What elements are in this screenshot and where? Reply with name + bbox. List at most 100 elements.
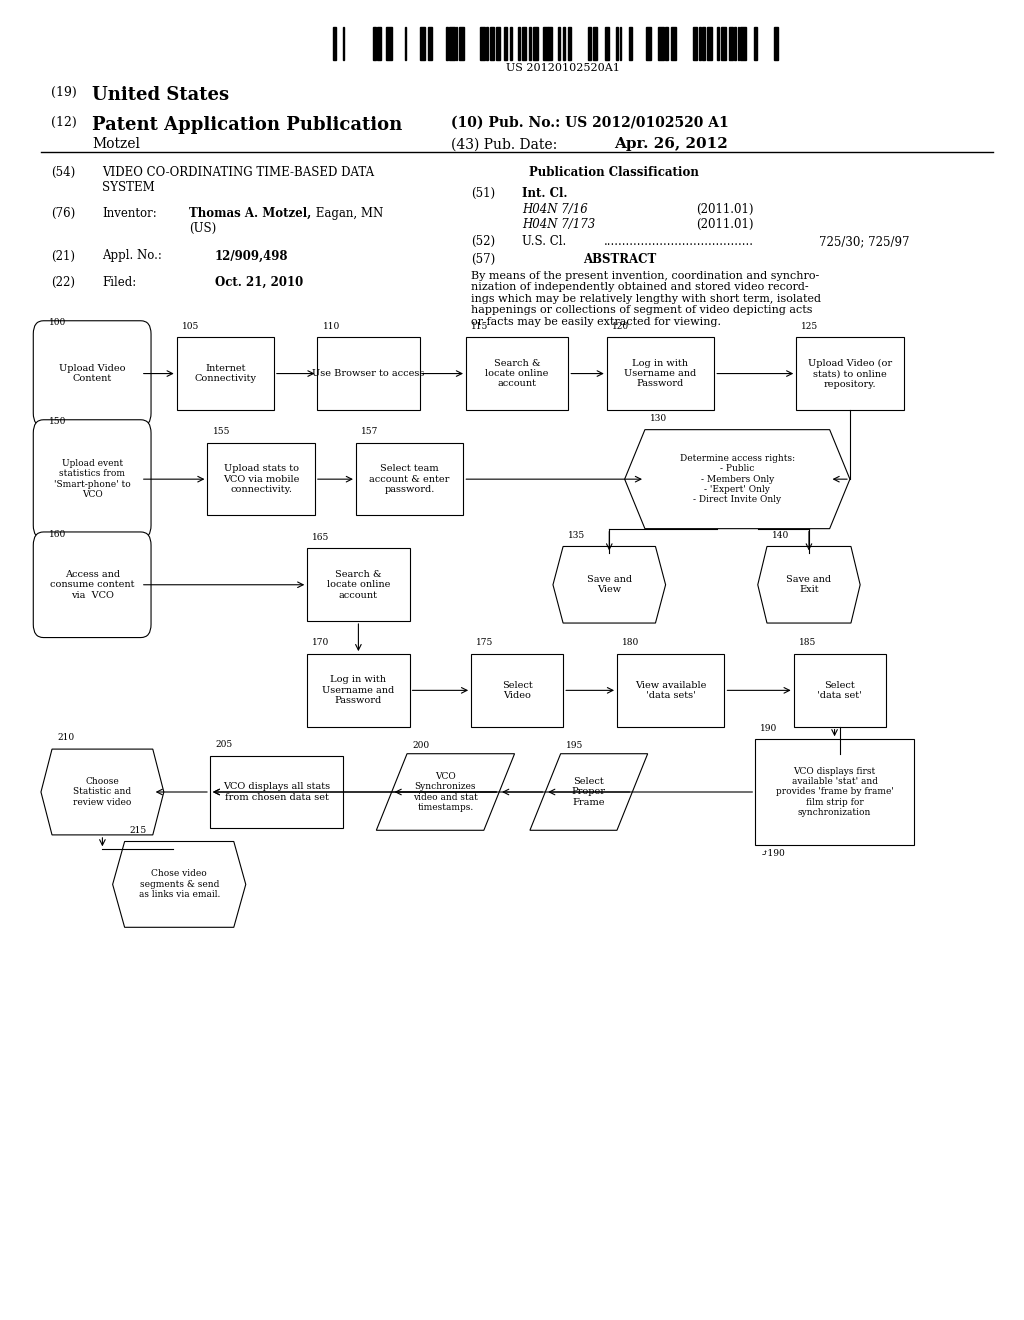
Text: Select
'data set': Select 'data set' <box>817 681 862 700</box>
Bar <box>721 26 726 59</box>
Bar <box>449 26 455 59</box>
Text: 12/909,498: 12/909,498 <box>215 249 289 263</box>
Text: (21): (21) <box>51 249 75 263</box>
Text: 210: 210 <box>57 734 75 742</box>
Text: 100: 100 <box>48 318 66 327</box>
Text: US 20120102520A1: US 20120102520A1 <box>506 63 621 74</box>
Bar <box>522 26 526 59</box>
Bar <box>755 26 758 59</box>
Text: H04N 7/173: H04N 7/173 <box>522 218 596 231</box>
Text: 215: 215 <box>130 826 147 834</box>
Text: SYSTEM: SYSTEM <box>102 181 156 194</box>
Bar <box>456 26 457 59</box>
Bar <box>562 26 565 59</box>
FancyBboxPatch shape <box>317 337 420 409</box>
Text: Patent Application Publication: Patent Application Publication <box>92 116 402 135</box>
Text: Motzel: Motzel <box>92 137 140 152</box>
Bar <box>496 26 500 59</box>
Text: Save and
Exit: Save and Exit <box>786 576 831 594</box>
Text: (57): (57) <box>471 253 496 267</box>
Bar <box>532 26 538 59</box>
Text: 175: 175 <box>476 639 494 648</box>
Bar <box>665 26 668 59</box>
Text: U.S. Cl.: U.S. Cl. <box>522 235 566 248</box>
Text: (2011.01): (2011.01) <box>696 203 754 216</box>
Text: Select
Proper
Frame: Select Proper Frame <box>571 777 606 807</box>
Bar <box>404 26 406 59</box>
Text: Select team
account & enter
password.: Select team account & enter password. <box>370 465 450 494</box>
Bar <box>343 26 344 59</box>
Bar <box>734 26 736 59</box>
Text: Publication Classification: Publication Classification <box>529 166 699 180</box>
Text: Select
Video: Select Video <box>502 681 532 700</box>
Text: (54): (54) <box>51 166 76 180</box>
Bar <box>510 26 512 59</box>
Text: 105: 105 <box>182 322 199 331</box>
FancyBboxPatch shape <box>33 420 152 539</box>
Bar <box>629 26 632 59</box>
Text: (51): (51) <box>471 187 496 201</box>
Text: ⤴190: ⤴190 <box>760 849 785 858</box>
Text: 125: 125 <box>801 322 818 331</box>
Bar <box>699 26 701 59</box>
Text: 115: 115 <box>471 322 488 331</box>
Text: 165: 165 <box>312 533 330 541</box>
Bar <box>620 26 621 59</box>
FancyBboxPatch shape <box>606 337 715 409</box>
Text: VCO displays all stats
from chosen data set: VCO displays all stats from chosen data … <box>223 783 330 801</box>
Bar <box>490 26 495 59</box>
Text: ........................................: ........................................ <box>604 235 754 248</box>
Text: 185: 185 <box>799 639 816 648</box>
Text: (12): (12) <box>51 116 77 129</box>
Bar <box>739 26 745 59</box>
Text: Access and
consume content
via  VCO: Access and consume content via VCO <box>50 570 134 599</box>
Text: 190: 190 <box>760 723 777 733</box>
Text: By means of the present invention, coordination and synchro-
nization of indepen: By means of the present invention, coord… <box>471 271 821 327</box>
Text: Int. Cl.: Int. Cl. <box>522 187 567 201</box>
Polygon shape <box>377 754 514 830</box>
Bar <box>386 26 392 59</box>
Text: (US): (US) <box>189 222 217 235</box>
Text: (19): (19) <box>51 86 77 99</box>
Text: Log in with
Username and
Password: Log in with Username and Password <box>323 676 394 705</box>
Bar <box>588 26 592 59</box>
Text: (2011.01): (2011.01) <box>696 218 754 231</box>
Text: VIDEO CO-ORDINATING TIME-BASED DATA: VIDEO CO-ORDINATING TIME-BASED DATA <box>102 166 375 180</box>
Text: Inventor:: Inventor: <box>102 207 157 220</box>
Bar <box>605 26 609 59</box>
Text: (22): (22) <box>51 276 75 289</box>
Bar <box>480 26 484 59</box>
Text: Apr. 26, 2012: Apr. 26, 2012 <box>614 137 728 152</box>
Text: Determine access rights:
- Public
- Members Only
- 'Expert' Only
- Direct Invite: Determine access rights: - Public - Memb… <box>680 454 795 504</box>
Bar <box>373 26 376 59</box>
Text: Upload event
statistics from
'Smart-phone' to
VCO: Upload event statistics from 'Smart-phon… <box>54 459 130 499</box>
Text: VCO displays first
available 'stat' and
provides 'frame by frame'
film strip for: VCO displays first available 'stat' and … <box>775 767 894 817</box>
Text: 135: 135 <box>568 531 586 540</box>
Polygon shape <box>553 546 666 623</box>
Text: ABSTRACT: ABSTRACT <box>583 253 656 267</box>
Bar <box>737 26 738 59</box>
FancyBboxPatch shape <box>33 532 152 638</box>
Bar <box>593 26 597 59</box>
Text: Search &
locate online
account: Search & locate online account <box>485 359 549 388</box>
Text: Upload Video (or
stats) to online
repository.: Upload Video (or stats) to online reposi… <box>808 359 892 388</box>
Text: Choose
Statistic and
review video: Choose Statistic and review video <box>73 777 132 807</box>
FancyBboxPatch shape <box>207 442 315 515</box>
Text: Upload stats to
VCO via mobile
connectivity.: Upload stats to VCO via mobile connectiv… <box>223 465 299 494</box>
Polygon shape <box>113 842 246 927</box>
Text: 205: 205 <box>215 741 232 748</box>
FancyBboxPatch shape <box>33 321 152 426</box>
Bar <box>717 26 720 59</box>
Bar <box>557 26 560 59</box>
Polygon shape <box>758 546 860 623</box>
Bar <box>543 26 548 59</box>
Text: 110: 110 <box>323 322 340 331</box>
Bar <box>693 26 696 59</box>
Text: 195: 195 <box>565 741 583 750</box>
FancyBboxPatch shape <box>794 655 886 726</box>
Text: Save and
View: Save and View <box>587 576 632 594</box>
Bar <box>646 26 651 59</box>
Bar <box>377 26 381 59</box>
Text: Chose video
segments & send
as links via email.: Chose video segments & send as links via… <box>138 870 220 899</box>
Text: 140: 140 <box>772 531 790 540</box>
